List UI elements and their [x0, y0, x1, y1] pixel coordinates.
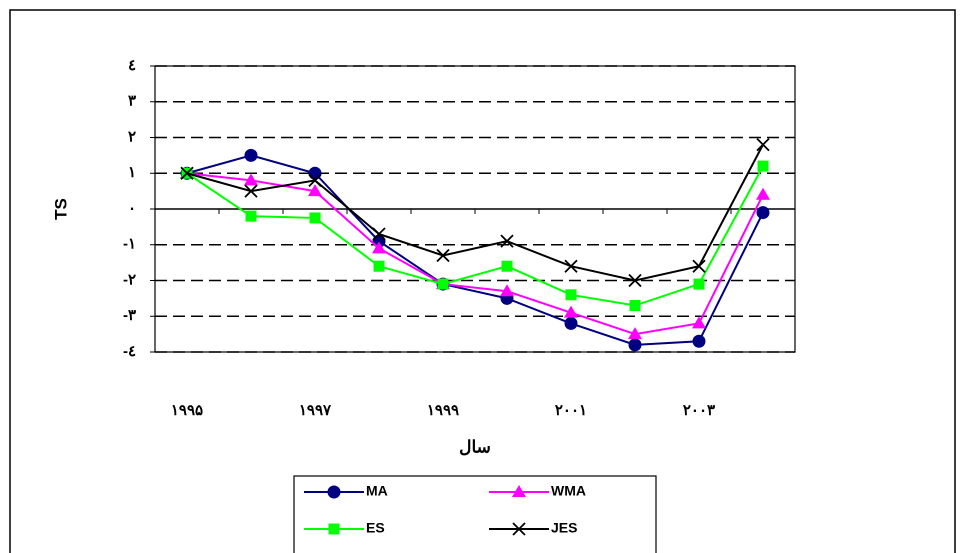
series-line: [186, 144, 764, 282]
y-tick-label: ١: [128, 164, 136, 181]
y-tick-label: ٢: [128, 128, 136, 145]
x-tick-label: ۱۹۹۹: [427, 402, 459, 419]
y-tick-label: -٣: [123, 307, 136, 324]
chart-frame: [9, 9, 956, 553]
data-point: [565, 289, 577, 301]
legend-box: [293, 475, 657, 553]
y-tick-label: ٠: [128, 200, 136, 217]
legend-label: MA: [366, 483, 388, 499]
x-tick-label: ۱۹۹۵: [171, 402, 203, 419]
series-line: [186, 154, 764, 346]
data-point: [501, 260, 513, 272]
data-point: [244, 173, 258, 186]
data-point: [372, 227, 386, 241]
data-point: [692, 316, 706, 329]
data-point: [373, 260, 385, 272]
legend-marker: [327, 485, 341, 499]
data-point: [245, 210, 257, 222]
data-point: [756, 138, 770, 152]
data-point: [564, 316, 578, 330]
y-tick-label: -٢: [123, 271, 136, 288]
data-point: [309, 212, 321, 224]
data-point: [757, 160, 769, 172]
legend-label: WMA: [551, 483, 586, 499]
data-point: [756, 187, 770, 200]
y-tick-label: ٣: [128, 93, 136, 110]
data-point: [436, 248, 450, 263]
y-axis-title: TS: [51, 198, 70, 220]
legend-marker: [328, 523, 340, 535]
data-point: [500, 234, 514, 248]
y-tick-label: -٤: [123, 343, 136, 360]
data-point: [244, 148, 258, 162]
data-point: [692, 334, 706, 348]
x-tick-label: ۲۰۰۳: [683, 402, 715, 419]
data-point: [500, 284, 514, 297]
data-point: [564, 305, 578, 318]
data-point: [628, 273, 642, 288]
data-point: [692, 259, 706, 273]
data-point: [629, 300, 641, 312]
x-tick-label: ۲۰۰۱: [555, 402, 587, 419]
data-point: [244, 184, 258, 198]
data-point: [437, 278, 449, 290]
data-point: [564, 259, 578, 273]
data-point: [628, 327, 642, 340]
series-line: [186, 165, 764, 307]
data-point: [628, 338, 642, 352]
legend-marker: [512, 485, 526, 497]
data-point: [756, 206, 770, 220]
x-tick-label: ۱۹۹۷: [299, 402, 332, 419]
data-point: [180, 166, 194, 180]
y-tick-label: -١: [123, 236, 136, 253]
data-point: [308, 173, 322, 188]
data-point: [308, 184, 322, 197]
y-tick-label: ٤: [128, 57, 136, 74]
data-point: [693, 278, 705, 290]
x-axis-title: سال: [459, 437, 491, 456]
legend-marker: [512, 522, 526, 536]
legend-label: ES: [366, 520, 385, 536]
data-point: [372, 241, 386, 254]
legend-label: JES: [551, 520, 577, 536]
